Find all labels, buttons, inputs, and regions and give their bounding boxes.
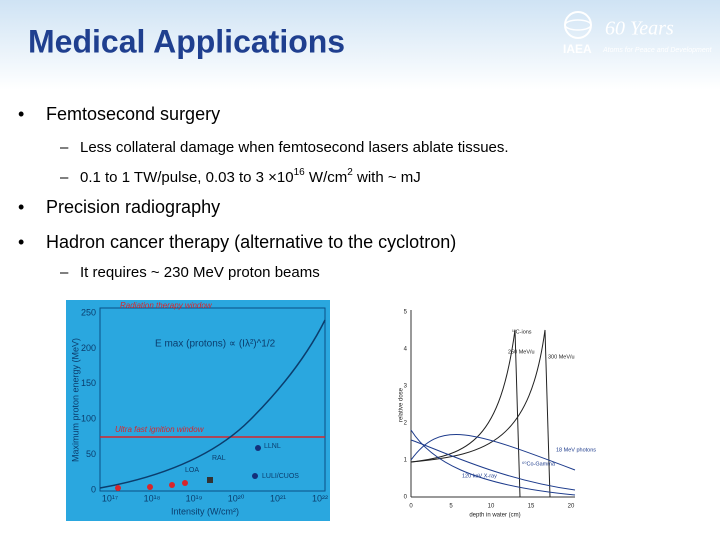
x-tick-label: 10²¹ bbox=[270, 493, 286, 503]
point bbox=[115, 485, 121, 491]
point bbox=[255, 445, 261, 451]
bullet-text: 0.1 to 1 TW/pulse, 0.03 to 3 ×1016 W/cm2… bbox=[80, 167, 421, 186]
x-tick-label: 20 bbox=[568, 504, 575, 510]
superscript: 2 bbox=[347, 167, 353, 178]
slide-title: Medical Applications bbox=[28, 23, 345, 59]
x-axis-label: Intensity (W/cm²) bbox=[171, 506, 239, 516]
x-tick-label: 10 bbox=[488, 504, 495, 510]
figure-left-bg bbox=[66, 300, 330, 521]
curve-label: ¹²C-ions bbox=[512, 329, 532, 335]
text-run: Less collateral damage when femtosecond … bbox=[80, 139, 509, 156]
logo-org: IAEA bbox=[563, 42, 592, 56]
point-label: RAL bbox=[212, 455, 226, 462]
bullet-text: Hadron cancer therapy (alternative to th… bbox=[46, 232, 456, 252]
y-tick-label: 0 bbox=[404, 495, 408, 501]
y-tick-label: 1 bbox=[404, 458, 408, 464]
bullet-text: It requires ~ 230 MeV proton beams bbox=[80, 264, 320, 281]
x-tick-label: 10²² bbox=[312, 493, 328, 503]
curve-label: 250 MeV/u bbox=[508, 349, 535, 355]
point bbox=[252, 473, 258, 479]
text-run: 0.1 to 1 TW/pulse, 0.03 to 3 ×10 bbox=[80, 169, 294, 186]
y-tick-label: 2 bbox=[404, 421, 408, 427]
bullet-marker: • bbox=[18, 104, 24, 124]
scaling-curve bbox=[99, 319, 326, 489]
bullet-text: Femtosecond surgery bbox=[46, 104, 220, 124]
y-tick-label: 250 bbox=[81, 307, 96, 317]
figure-right-labels: 0 1 2 3 4 5 0 5 10 15 20 depth in water (cm) relativ… bbox=[399, 310, 597, 519]
point bbox=[169, 482, 175, 488]
logo-orbit bbox=[564, 19, 592, 31]
bullet-marker: • bbox=[18, 232, 24, 252]
y-tick-label: 200 bbox=[81, 343, 96, 353]
point bbox=[182, 480, 188, 486]
text-run: Precision radiography bbox=[46, 197, 220, 217]
x-tick-label: 5 bbox=[449, 504, 453, 510]
bullet-text: Less collateral damage when femtosecond … bbox=[80, 139, 509, 156]
point-label: LOA bbox=[185, 467, 199, 474]
point-label: LLNL bbox=[264, 443, 281, 450]
text-run: Hadron cancer therapy (alternative to th… bbox=[46, 232, 456, 252]
figure-left-frame bbox=[99, 307, 326, 492]
curve-label: ⁶⁰Co-Gamma bbox=[522, 460, 556, 467]
bullet-marker: – bbox=[60, 139, 69, 156]
curve-photons bbox=[410, 434, 576, 471]
x-tick-label: 10¹⁹ bbox=[186, 493, 203, 503]
bullet-marker: – bbox=[60, 264, 69, 281]
logo-motto: Atoms for Peace and Development bbox=[602, 47, 713, 54]
y-tick-label: 5 bbox=[404, 310, 408, 316]
x-tick-label: 10¹⁸ bbox=[144, 493, 161, 503]
text-run: It requires ~ 230 MeV proton beams bbox=[80, 264, 320, 281]
y-tick-label: 3 bbox=[404, 384, 408, 390]
x-tick-label: 15 bbox=[528, 504, 535, 510]
text-run: W/cm bbox=[305, 169, 348, 186]
x-tick-label: 10¹⁷ bbox=[102, 493, 118, 503]
point bbox=[207, 477, 213, 483]
figure-left-labels: 0 50 100 150 200 250 10¹⁷ 10¹⁸ 10¹⁹ 10²⁰ 10²¹ 10²² I… bbox=[70, 301, 328, 516]
bullet-text: Precision radiography bbox=[46, 197, 220, 217]
note: Radiation therapy window bbox=[120, 301, 213, 310]
y-tick-label: 4 bbox=[404, 347, 408, 353]
text-run: Femtosecond surgery bbox=[46, 104, 220, 124]
figure-right-bg bbox=[396, 302, 580, 520]
x-tick-label: 0 bbox=[409, 504, 413, 510]
bullet-marker: – bbox=[60, 169, 69, 186]
note: Ultra fast ignition window bbox=[115, 425, 205, 434]
x-tick-label: 10²⁰ bbox=[228, 493, 245, 503]
bullet-list: • Femtosecond surgery– Less collateral dam… bbox=[18, 104, 509, 281]
superscript: 16 bbox=[294, 167, 306, 178]
curve-xray bbox=[410, 429, 576, 496]
point-label: LULI/CUOS bbox=[262, 473, 299, 480]
curve-label: 18 MeV photons bbox=[556, 447, 596, 453]
y-axis-label: Maximum proton energy (MeV) bbox=[70, 338, 80, 462]
logo-years: 60 Years bbox=[605, 18, 674, 40]
curve-carbon-300 bbox=[410, 329, 551, 498]
y-tick-label: 0 bbox=[91, 484, 96, 494]
y-tick-label: 150 bbox=[81, 378, 96, 388]
x-axis-label: depth in water (cm) bbox=[469, 513, 520, 519]
curve-carbon-250 bbox=[410, 329, 521, 498]
point bbox=[147, 484, 153, 490]
y-tick-label: 50 bbox=[86, 449, 96, 459]
formula: E max (protons) ∝ (Iλ²)^1/2 bbox=[155, 339, 276, 350]
curve-label: 120 keV X-ray bbox=[462, 473, 497, 479]
y-tick-label: 100 bbox=[81, 414, 96, 424]
text-run: with ~ mJ bbox=[353, 169, 421, 186]
curve-label: 300 MeV/u bbox=[548, 354, 575, 360]
logo-emblem bbox=[564, 11, 592, 39]
bullet-marker: • bbox=[18, 197, 24, 217]
y-axis-label: relative dose bbox=[399, 387, 405, 422]
